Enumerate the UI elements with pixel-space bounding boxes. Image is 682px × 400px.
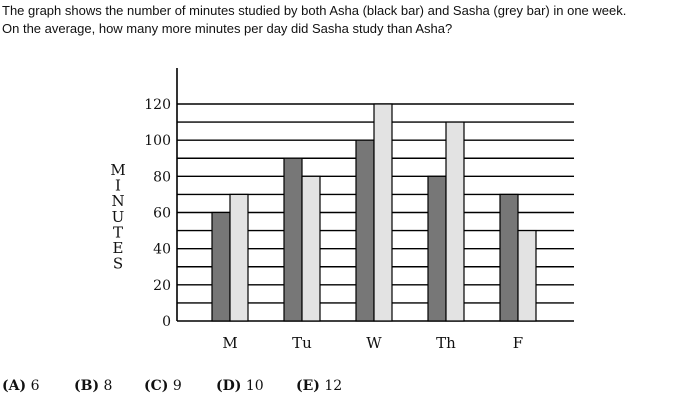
option-c[interactable]: (C) 9 <box>144 378 182 394</box>
option-e-letter: (E) <box>296 378 320 394</box>
option-c-letter: (C) <box>144 378 169 394</box>
y-tick-label: 0 <box>162 314 171 330</box>
y-tick-label: 80 <box>153 169 171 185</box>
option-d-value: 10 <box>245 378 264 394</box>
option-b-value: 8 <box>103 378 113 394</box>
y-axis-label-letter: S <box>113 255 123 273</box>
y-axis-label-letter: I <box>115 177 121 195</box>
bar-sasha-f <box>517 229 537 322</box>
option-b[interactable]: (B) 8 <box>74 378 112 394</box>
y-tick-label: 100 <box>144 133 171 149</box>
bar-sasha-tu <box>301 175 321 322</box>
option-a-letter: (A) <box>2 378 27 394</box>
x-tick-label: W <box>366 334 382 352</box>
x-tick-label: Th <box>436 334 456 352</box>
bar-sasha-th <box>445 121 465 322</box>
option-c-value: 9 <box>172 378 182 394</box>
x-tick-label: Tu <box>292 334 312 352</box>
option-b-letter: (B) <box>74 378 100 394</box>
question-text: The graph shows the number of minutes st… <box>2 2 680 38</box>
bar-asha-m <box>211 211 231 322</box>
option-e-value: 12 <box>324 378 343 394</box>
x-tick-label: F <box>513 334 523 352</box>
y-tick-label: 20 <box>153 278 171 294</box>
option-d[interactable]: (D) 10 <box>216 378 264 394</box>
question-line-1: The graph shows the number of minutes st… <box>2 3 627 18</box>
option-a-value: 6 <box>30 378 40 394</box>
option-a[interactable]: (A) 6 <box>2 378 40 394</box>
y-axis-label-letter: N <box>111 192 124 210</box>
bar-asha-th <box>427 175 447 322</box>
y-tick-labels: 0 20 40 60 80 100 120 <box>144 97 171 330</box>
x-tick-label: M <box>222 334 237 352</box>
bar-sasha-w <box>373 103 393 322</box>
bars: M Tu W Th F <box>211 103 537 352</box>
y-axis-label-letter: U <box>112 208 125 226</box>
y-axis-label-letter: T <box>113 223 123 241</box>
y-tick-label: 40 <box>153 242 171 258</box>
y-tick-label: 60 <box>153 206 171 222</box>
option-d-letter: (D) <box>216 378 242 394</box>
bar-asha-f <box>499 193 519 322</box>
question-line-2: On the average, how many more minutes pe… <box>2 21 453 36</box>
bar-asha-tu <box>283 157 303 322</box>
y-axis-label-letter: E <box>113 239 124 257</box>
y-tick-label: 120 <box>144 97 171 113</box>
bar-sasha-m <box>229 193 249 322</box>
y-axis-label-letter: M <box>110 161 125 179</box>
bar-asha-w <box>355 139 375 322</box>
option-e[interactable]: (E) 12 <box>296 378 342 394</box>
